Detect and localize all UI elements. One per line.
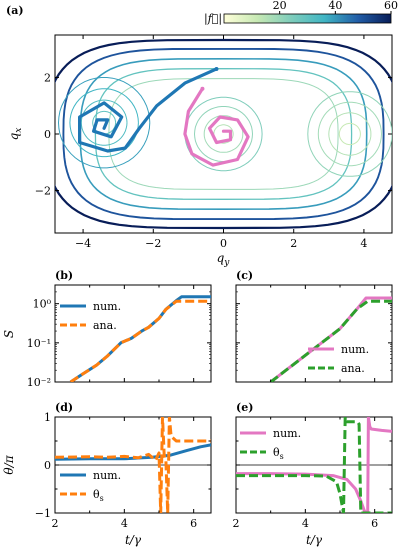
x-tick-label: 0 [220, 237, 227, 250]
panel-b-series-alt [69, 299, 211, 382]
panel-d-y-tick-label: 1 [44, 411, 51, 424]
panel-e-x-tick-label: 2 [233, 517, 240, 530]
panel-b-legend: num. ana. [60, 300, 121, 332]
panel-a-xlabel: qy [217, 251, 231, 268]
colorbar [223, 13, 392, 24]
panel-e-legend-label: num. [273, 427, 301, 440]
trajectories [77, 66, 250, 167]
panel-c-legend-label: num. [341, 343, 369, 356]
panel-d-plot-area [55, 417, 211, 513]
y-tick-label: 0 [44, 128, 51, 141]
panel-b-legend-label: ana. [93, 319, 117, 332]
panel-a-ylabel: qx [7, 128, 24, 141]
panel-d-x-tick-label: 6 [190, 517, 197, 530]
panel-c-legend: num. ana. [308, 343, 369, 375]
trajectory-1 [183, 87, 250, 167]
colorbar-label: |f⃗| [204, 12, 222, 26]
trajectory-0 [77, 67, 219, 153]
panel-b-y-tick-label: 10⁻¹ [27, 337, 51, 350]
panel-d-label: (d) [55, 401, 73, 414]
trajectory-start-0 [214, 66, 219, 71]
panel-b-plot-area [69, 295, 211, 382]
panel-d-legend-label: θs [93, 488, 104, 503]
colorbar-ticks: 20 40 60 [273, 0, 398, 14]
panel-c: (c) num. ana. [235, 269, 393, 383]
panel-b-ylabel: S [2, 330, 16, 338]
streamline [307, 91, 392, 177]
panel-d: 2 4 6 1 0 −1 (d) num. θs [35, 401, 212, 530]
y-tick-label: 2 [44, 71, 51, 84]
panel-e-legend-label: θs [273, 446, 284, 461]
panel-e-x-tick-label: 6 [371, 517, 378, 530]
panel-e-x-tick-label: 4 [302, 517, 309, 530]
panel-b-legend-label: num. [93, 300, 121, 313]
panel-e-label: (e) [236, 401, 253, 414]
panel-b-y-tick-label: 10⁻² [27, 376, 51, 389]
streamline [55, 38, 392, 230]
panel-b-y-tick-label: 10⁰ [33, 298, 52, 311]
panel-e-xlabel: t/γ [306, 533, 323, 547]
panel-e-series-alt [236, 417, 392, 513]
panel-a-axes: −4 −2 0 2 4 −2 0 2 [35, 35, 392, 250]
panel-d-x-tick-label: 2 [52, 517, 59, 530]
colorbar-tick-label: 40 [328, 0, 342, 12]
streamline [94, 68, 353, 200]
panel-e: 2 4 6 (e) num. θs [233, 401, 393, 530]
streamline [69, 88, 139, 158]
panel-d-ylabel: θ/π [2, 454, 16, 474]
panel-c-label: (c) [236, 269, 253, 282]
panel-c-series-alt [269, 299, 392, 382]
colorbar-tick-label: 60 [384, 0, 398, 12]
x-tick-label: −4 [75, 237, 91, 250]
panel-b-label: (b) [55, 269, 73, 282]
streamline [328, 112, 372, 156]
streamline [62, 47, 385, 221]
streamline [317, 101, 382, 167]
panel-e-legend: num. θs [240, 427, 301, 461]
panel-c-legend-label: ana. [341, 362, 365, 375]
panel-c-plot-area [269, 296, 392, 382]
streamlines [55, 38, 392, 230]
panel-d-xlabel: t/γ [125, 533, 142, 547]
streamline [57, 77, 151, 169]
trajectory-start-1 [200, 86, 205, 91]
y-tick-label: −2 [35, 185, 51, 198]
panel-d-legend: num. θs [60, 469, 121, 503]
panel-d-y-tick-label: −1 [35, 507, 51, 520]
streamline [108, 78, 339, 190]
streamline [92, 110, 117, 135]
panel-b: 10⁰ 10⁻¹ 10⁻² (b) num. ana. [27, 269, 212, 389]
x-tick-label: 2 [290, 237, 297, 250]
panel-e-plot-area [236, 417, 392, 513]
panel-b-frame [54, 284, 212, 383]
streamline [80, 99, 128, 146]
colorbar-tick-label: 20 [273, 0, 287, 12]
panel-d-legend-label: num. [93, 469, 121, 482]
panel-d-y-tick-label: 0 [44, 459, 51, 472]
panel-a: −4 −2 0 2 4 −2 0 2 (a) 20 40 60 |f⃗| qy qx [6, 0, 398, 268]
x-tick-label: 4 [360, 237, 367, 250]
panel-d-x-tick-label: 4 [121, 517, 128, 530]
x-tick-label: −2 [145, 237, 161, 250]
streamline [338, 122, 361, 146]
panel-a-label: (a) [6, 4, 24, 17]
